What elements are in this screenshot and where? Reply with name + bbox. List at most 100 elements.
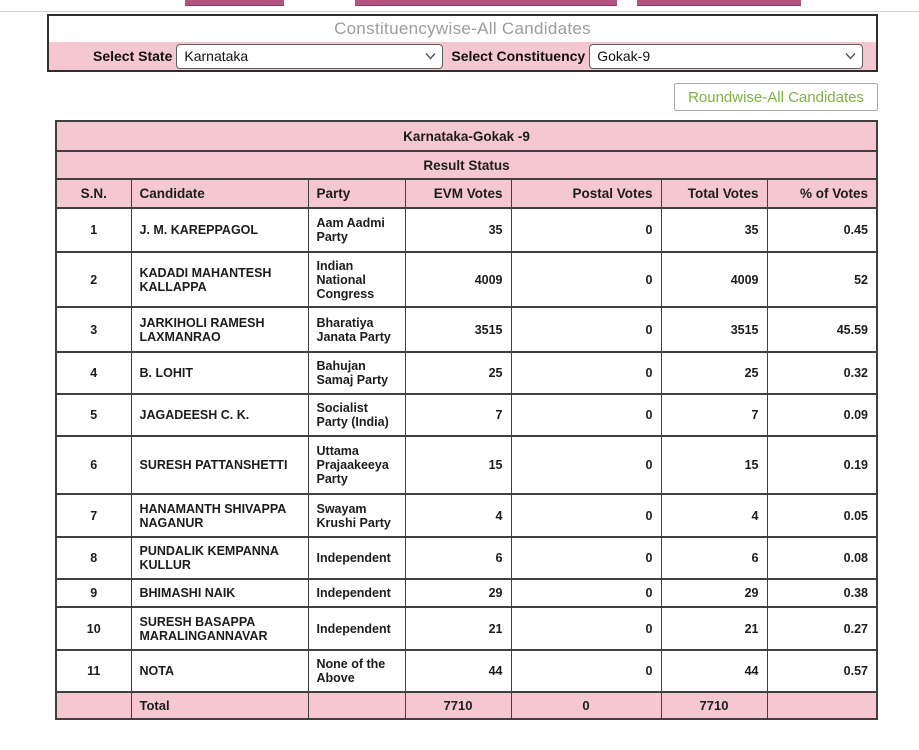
table-row: 6 SURESH PATTANSHETTI Uttama Prajaakeeya… bbox=[55, 435, 878, 495]
cell-total: 21 bbox=[660, 606, 768, 651]
cell-candidate: SURESH BASAPPA MARALINGANNAVAR bbox=[130, 606, 309, 651]
cell-evm: 4 bbox=[404, 493, 512, 538]
total-pct bbox=[766, 691, 878, 720]
cell-pct: 52 bbox=[766, 251, 878, 308]
cell-pct: 0.19 bbox=[766, 435, 878, 495]
state-select[interactable]: Karnataka bbox=[176, 43, 444, 69]
cell-party: Uttama Prajaakeeya Party bbox=[307, 435, 406, 495]
cell-candidate: SURESH PATTANSHETTI bbox=[130, 435, 309, 495]
constituency-filter-panel: Constituencywise-All Candidates Select S… bbox=[47, 14, 878, 72]
cell-pct: 0.45 bbox=[766, 207, 878, 253]
cell-postal: 0 bbox=[510, 207, 662, 253]
total-party-empty bbox=[307, 691, 406, 720]
cell-evm: 6 bbox=[404, 536, 512, 580]
constituency-select[interactable]: Gokak-9 bbox=[589, 43, 864, 69]
cell-evm: 15 bbox=[404, 435, 512, 495]
cell-pct: 0.08 bbox=[766, 536, 878, 580]
cell-evm: 3515 bbox=[404, 306, 512, 353]
cell-candidate: HANAMANTH SHIVAPPA NAGANUR bbox=[130, 493, 309, 538]
truncated-tab-3[interactable] bbox=[637, 0, 801, 6]
table-row: 8 PUNDALIK KEMPANNA KULLUR Independent 6… bbox=[55, 536, 878, 580]
cell-candidate: B. LOHIT bbox=[130, 351, 309, 395]
cell-candidate: KADADI MAHANTESH KALLAPPA bbox=[130, 251, 309, 308]
select-state-label: Select State bbox=[93, 48, 173, 64]
col-header-party: Party bbox=[307, 178, 406, 209]
total-evm: 7710 bbox=[404, 691, 512, 720]
total-sn-empty bbox=[55, 691, 132, 720]
cell-sn: 5 bbox=[55, 393, 132, 437]
select-constituency-label: Select Constituency bbox=[451, 48, 586, 64]
col-header-evm-votes: EVM Votes bbox=[404, 178, 512, 209]
cell-party: Bharatiya Janata Party bbox=[307, 306, 406, 353]
cell-total: 35 bbox=[660, 207, 768, 253]
cell-candidate: NOTA bbox=[130, 649, 309, 693]
total-row: Total 7710 0 7710 bbox=[55, 691, 878, 720]
cell-total: 7 bbox=[660, 393, 768, 437]
col-header-postal-votes: Postal Votes bbox=[510, 178, 662, 209]
cell-evm: 44 bbox=[404, 649, 512, 693]
cell-sn: 11 bbox=[55, 649, 132, 693]
cell-pct: 0.05 bbox=[766, 493, 878, 538]
cell-candidate: J. M. KAREPPAGOL bbox=[130, 207, 309, 253]
constituency-title: Karnataka-Gokak -9 bbox=[55, 120, 878, 152]
cell-postal: 0 bbox=[510, 393, 662, 437]
cell-sn: 9 bbox=[55, 578, 132, 608]
truncated-tab-2[interactable] bbox=[355, 0, 617, 6]
cell-party: Independent bbox=[307, 578, 406, 608]
cell-candidate: PUNDALIK KEMPANNA KULLUR bbox=[130, 536, 309, 580]
table-row: 7 HANAMANTH SHIVAPPA NAGANUR Swayam Krus… bbox=[55, 493, 878, 538]
page-title: Constituencywise-All Candidates bbox=[334, 19, 591, 38]
cell-party: None of the Above bbox=[307, 649, 406, 693]
state-select-wrap: Karnataka bbox=[176, 43, 444, 69]
table-row: 3 JARKIHOLI RAMESH LAXMANRAO Bharatiya J… bbox=[55, 306, 878, 353]
cell-total: 29 bbox=[660, 578, 768, 608]
cell-postal: 0 bbox=[510, 435, 662, 495]
table-row: 1 J. M. KAREPPAGOL Aam Aadmi Party 35 0 … bbox=[55, 207, 878, 253]
table-row: 5 JAGADEESH C. K. Socialist Party (India… bbox=[55, 393, 878, 437]
table-row: 4 B. LOHIT Bahujan Samaj Party 25 0 25 0… bbox=[55, 351, 878, 395]
cell-candidate: JAGADEESH C. K. bbox=[130, 393, 309, 437]
cell-pct: 45.59 bbox=[766, 306, 878, 353]
roundwise-all-candidates-button[interactable]: Roundwise-All Candidates bbox=[674, 83, 878, 111]
cell-sn: 7 bbox=[55, 493, 132, 538]
cell-sn: 10 bbox=[55, 606, 132, 651]
cell-evm: 35 bbox=[404, 207, 512, 253]
cell-pct: 0.09 bbox=[766, 393, 878, 437]
cell-party: Indian National Congress bbox=[307, 251, 406, 308]
cell-postal: 0 bbox=[510, 251, 662, 308]
table-row: 11 NOTA None of the Above 44 0 44 0.57 bbox=[55, 649, 878, 693]
truncated-tab-1[interactable] bbox=[185, 0, 284, 6]
table-title-row: Karnataka-Gokak -9 bbox=[55, 120, 878, 152]
col-header-total-votes: Total Votes bbox=[660, 178, 768, 209]
result-status-row: Result Status bbox=[55, 150, 878, 180]
cell-party: Swayam Krushi Party bbox=[307, 493, 406, 538]
cell-party: Independent bbox=[307, 606, 406, 651]
cell-postal: 0 bbox=[510, 578, 662, 608]
table-row: 9 BHIMASHI NAIK Independent 29 0 29 0.38 bbox=[55, 578, 878, 608]
cell-total: 44 bbox=[660, 649, 768, 693]
col-header-candidate: Candidate bbox=[130, 178, 309, 209]
cell-pct: 0.32 bbox=[766, 351, 878, 395]
cell-sn: 2 bbox=[55, 251, 132, 308]
cell-postal: 0 bbox=[510, 306, 662, 353]
cell-sn: 6 bbox=[55, 435, 132, 495]
col-header-pct-votes: % of Votes bbox=[766, 178, 878, 209]
cell-evm: 7 bbox=[404, 393, 512, 437]
cell-candidate: JARKIHOLI RAMESH LAXMANRAO bbox=[130, 306, 309, 353]
total-label: Total bbox=[130, 691, 309, 720]
results-table: Karnataka-Gokak -9 Result Status S.N. Ca… bbox=[55, 120, 878, 720]
cell-postal: 0 bbox=[510, 649, 662, 693]
cell-pct: 0.38 bbox=[766, 578, 878, 608]
constituency-select-wrap: Gokak-9 bbox=[589, 43, 864, 69]
total-total: 7710 bbox=[660, 691, 768, 720]
cell-party: Independent bbox=[307, 536, 406, 580]
table-row: 2 KADADI MAHANTESH KALLAPPA Indian Natio… bbox=[55, 251, 878, 308]
cell-party: Socialist Party (India) bbox=[307, 393, 406, 437]
cell-postal: 0 bbox=[510, 351, 662, 395]
total-postal: 0 bbox=[510, 691, 662, 720]
cell-total: 15 bbox=[660, 435, 768, 495]
cell-evm: 29 bbox=[404, 578, 512, 608]
cell-postal: 0 bbox=[510, 493, 662, 538]
cell-party: Bahujan Samaj Party bbox=[307, 351, 406, 395]
